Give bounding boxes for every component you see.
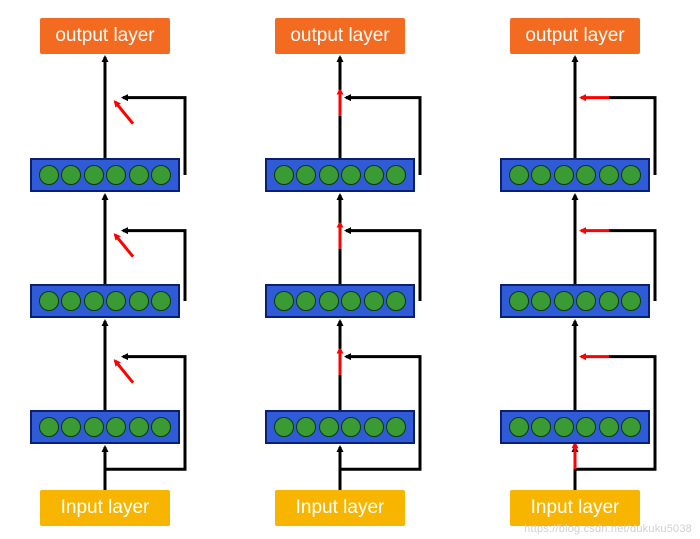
input-layer-label: Input layer — [531, 497, 620, 519]
neuron — [296, 291, 316, 311]
input-layer-label: Input layer — [61, 497, 150, 519]
neuron — [554, 165, 574, 185]
neuron — [509, 165, 529, 185]
neuron — [364, 165, 384, 185]
hidden-layer — [500, 284, 650, 318]
neuron — [341, 165, 361, 185]
input-layer-box: Input layer — [40, 490, 170, 526]
neuron — [129, 417, 149, 437]
neuron — [576, 417, 596, 437]
nn-column: output layer Input layer — [10, 0, 230, 539]
output-layer-box: output layer — [40, 18, 170, 54]
nn-column: output layer Input layer — [480, 0, 700, 539]
output-layer-label: output layer — [290, 25, 389, 47]
neuron — [621, 417, 641, 437]
neuron — [61, 417, 81, 437]
hidden-layer — [265, 284, 415, 318]
neuron — [509, 417, 529, 437]
neuron — [599, 417, 619, 437]
output-layer-box: output layer — [510, 18, 640, 54]
neuron — [531, 291, 551, 311]
hidden-layer — [30, 284, 180, 318]
neuron — [129, 165, 149, 185]
output-layer-label: output layer — [55, 25, 154, 47]
nn-column: output layer Input layer — [245, 0, 465, 539]
neuron — [386, 291, 406, 311]
neuron — [554, 291, 574, 311]
neuron — [531, 417, 551, 437]
neuron — [576, 291, 596, 311]
neuron — [576, 165, 596, 185]
edges — [480, 0, 700, 539]
output-layer-label: output layer — [525, 25, 624, 47]
neuron — [151, 291, 171, 311]
neuron — [364, 417, 384, 437]
neuron — [39, 417, 59, 437]
neuron — [106, 165, 126, 185]
neuron — [296, 417, 316, 437]
neuron — [274, 291, 294, 311]
neuron — [386, 417, 406, 437]
watermark: https://blog.csdn.net/dukuku5038 — [524, 523, 692, 535]
neuron — [61, 291, 81, 311]
hidden-layer — [30, 410, 180, 444]
neuron — [341, 291, 361, 311]
input-layer-label: Input layer — [296, 497, 385, 519]
neuron — [84, 417, 104, 437]
hidden-layer — [500, 410, 650, 444]
neuron — [84, 165, 104, 185]
neuron — [151, 417, 171, 437]
neuron — [531, 165, 551, 185]
neuron — [319, 165, 339, 185]
neuron — [151, 165, 171, 185]
edges — [245, 0, 465, 539]
neuron — [621, 165, 641, 185]
input-layer-box: Input layer — [275, 490, 405, 526]
hidden-layer — [500, 158, 650, 192]
neuron — [106, 417, 126, 437]
neuron — [599, 291, 619, 311]
neuron — [386, 165, 406, 185]
neuron — [509, 291, 529, 311]
neuron — [621, 291, 641, 311]
input-layer-box: Input layer — [510, 490, 640, 526]
neuron — [319, 291, 339, 311]
hidden-layer — [265, 158, 415, 192]
edges — [10, 0, 230, 539]
neuron — [61, 165, 81, 185]
output-layer-box: output layer — [275, 18, 405, 54]
neuron — [84, 291, 104, 311]
hidden-layer — [265, 410, 415, 444]
neuron — [319, 417, 339, 437]
neuron — [274, 417, 294, 437]
neuron — [364, 291, 384, 311]
neuron — [39, 165, 59, 185]
neuron — [341, 417, 361, 437]
neuron — [129, 291, 149, 311]
neuron — [599, 165, 619, 185]
neuron — [296, 165, 316, 185]
neuron — [39, 291, 59, 311]
neuron — [274, 165, 294, 185]
neuron — [554, 417, 574, 437]
neuron — [106, 291, 126, 311]
hidden-layer — [30, 158, 180, 192]
